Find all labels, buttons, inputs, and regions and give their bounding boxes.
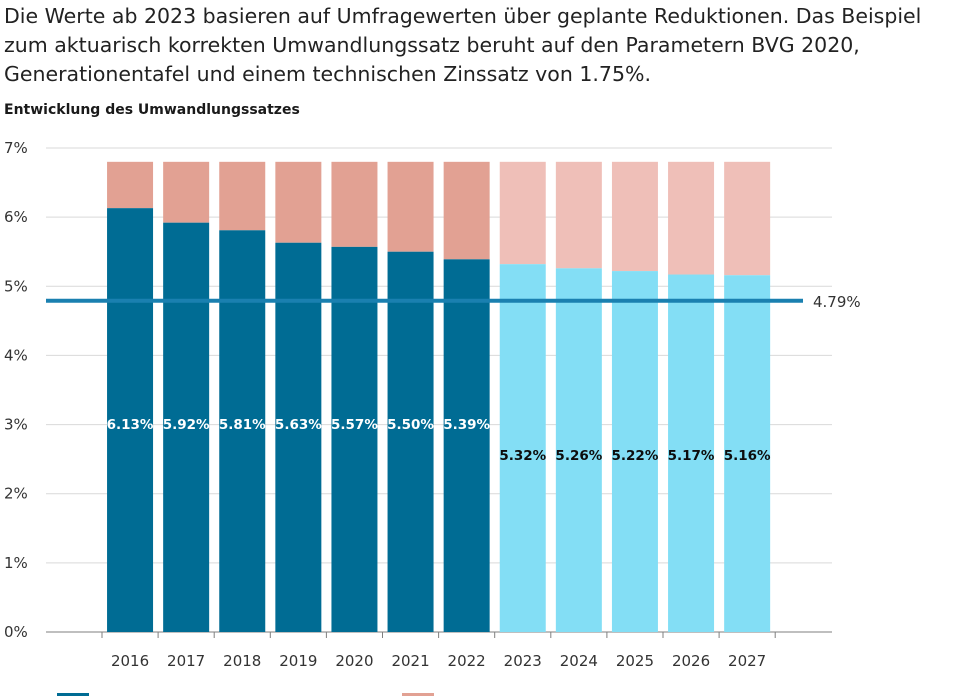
- bar-value-label: 5.63%: [275, 417, 322, 433]
- x-tick-label: 2026: [672, 652, 710, 670]
- bar-value-label: 5.39%: [443, 417, 490, 433]
- conversion-rate-bar: [443, 259, 490, 632]
- y-tick-label: 0%: [4, 623, 28, 641]
- intro-line-2: zum aktuarisch korrekten Umwandlungssatz…: [4, 33, 860, 57]
- x-tick-label: 2022: [448, 652, 486, 670]
- difference-bar-segment: [555, 161, 602, 269]
- conversion-rate-bar: [275, 242, 322, 632]
- y-tick-label: 2%: [4, 485, 28, 503]
- conversion-rate-bar: [724, 275, 771, 632]
- bar-value-label: 5.50%: [387, 417, 434, 433]
- difference-bar-segment: [107, 161, 154, 209]
- chart-title: Entwicklung des Umwandlungssatzes: [4, 102, 300, 118]
- conversion-rate-bar: [387, 251, 434, 632]
- x-tick-label: 2023: [504, 652, 542, 670]
- x-tick-label: 2017: [167, 652, 205, 670]
- x-tick-label: 2027: [728, 652, 766, 670]
- difference-bar-segment: [331, 161, 378, 247]
- reference-line-label: 4.79%: [813, 293, 861, 311]
- y-tick-label: 3%: [4, 416, 28, 434]
- conversion-rate-bar: [499, 264, 546, 632]
- difference-bar-segment: [275, 161, 322, 243]
- bar-value-label: 6.13%: [107, 417, 154, 433]
- y-tick-label: 5%: [4, 277, 28, 295]
- y-tick-label: 4%: [4, 346, 28, 364]
- y-tick-label: 1%: [4, 554, 28, 572]
- bar-value-label: 5.57%: [331, 417, 378, 433]
- conversion-rate-bar: [331, 246, 378, 633]
- difference-bar-segment: [163, 161, 210, 223]
- bar-value-label: 5.26%: [555, 448, 602, 464]
- difference-bar-segment: [499, 161, 546, 265]
- conversion-rate-bar: [163, 222, 210, 632]
- x-tick-label: 2019: [279, 652, 317, 670]
- conversion-rate-bar: [555, 268, 602, 632]
- y-tick-label: 6%: [4, 208, 28, 226]
- intro-line-3: Generationentafel und einem technischen …: [4, 62, 651, 86]
- x-tick-label: 2016: [111, 652, 149, 670]
- intro-line-1: Die Werte ab 2023 basieren auf Umfragewe…: [4, 4, 922, 28]
- difference-bar-segment: [219, 161, 266, 231]
- bar-value-label: 5.81%: [219, 417, 266, 433]
- bar-value-label: 5.92%: [163, 417, 210, 433]
- intro-text: Die Werte ab 2023 basieren auf Umfragewe…: [4, 2, 954, 89]
- conversion-rate-bar: [668, 274, 715, 632]
- x-tick-label: 2024: [560, 652, 598, 670]
- x-tick-label: 2020: [335, 652, 373, 670]
- x-tick-label: 2018: [223, 652, 261, 670]
- bar-value-label: 5.17%: [668, 448, 715, 464]
- difference-bar-segment: [611, 161, 658, 272]
- bar-value-label: 5.16%: [724, 448, 771, 464]
- y-tick-label: 7%: [4, 139, 28, 157]
- difference-bar-segment: [387, 161, 434, 252]
- conversion-rate-bar: [219, 230, 266, 632]
- difference-bar-segment: [724, 161, 771, 276]
- bar-value-label: 5.32%: [499, 448, 546, 464]
- x-tick-label: 2021: [391, 652, 429, 670]
- difference-bar-segment: [443, 161, 490, 260]
- conversion-rate-bar: [611, 271, 658, 632]
- legend-swatch-conversion-rate: [57, 693, 89, 696]
- conversion-rate-bar: [107, 208, 154, 632]
- x-tick-label: 2025: [616, 652, 654, 670]
- bar-value-label: 5.22%: [612, 448, 659, 464]
- difference-bar-segment: [668, 161, 715, 275]
- legend-swatch-difference: [402, 693, 434, 696]
